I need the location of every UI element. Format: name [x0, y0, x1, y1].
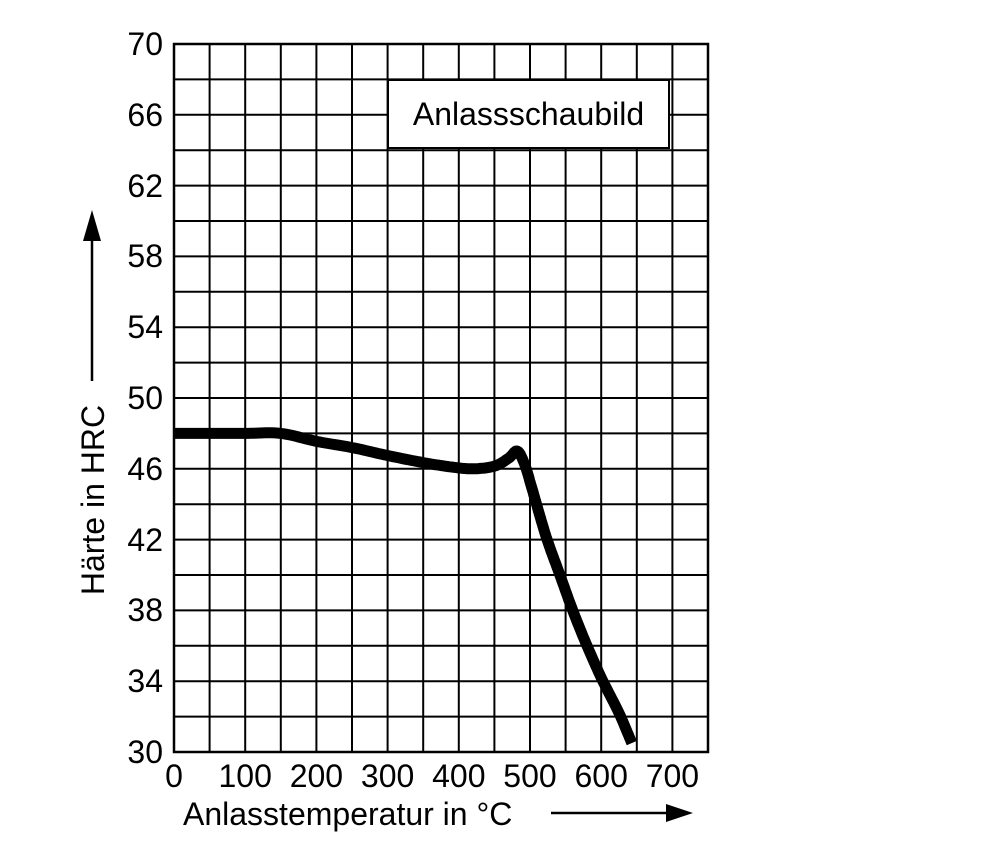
y-tick-label: 70: [127, 26, 163, 62]
plot-border: [172, 42, 710, 754]
y-tick-label: 50: [127, 380, 163, 416]
y-tick-label: 42: [127, 521, 163, 558]
x-tick-label: 700: [645, 758, 700, 794]
x-tick-label: 400: [432, 758, 486, 794]
y-tick-label: 34: [127, 663, 163, 700]
y-axis-label: Härte in HRC: [75, 404, 111, 596]
x-tick-label: 500: [503, 758, 557, 794]
chart-title-box: Anlassschaubild: [387, 79, 670, 149]
x-tick-label: 300: [360, 758, 415, 794]
chart-title: Anlassschaubild: [412, 95, 645, 132]
x-tick-label: 0: [165, 758, 183, 794]
y-tick-label: 38: [127, 592, 163, 629]
up-arrow-icon: [83, 210, 101, 241]
x-axis-label: Anlasstemperatur in °C: [183, 796, 513, 832]
y-tick-label: 58: [127, 238, 163, 275]
x-tick-label: 600: [574, 758, 628, 794]
y-tick-label: 66: [127, 96, 163, 133]
y-tick-label: 62: [127, 167, 163, 204]
x-tick-label: 200: [289, 758, 344, 794]
x-tick-label: 100: [218, 758, 272, 794]
hardness-curve: [170, 427, 637, 748]
y-tick-label: 54: [127, 309, 163, 346]
y-tick-label: 46: [127, 450, 163, 487]
y-tick-label: 30: [127, 734, 163, 770]
right-arrow-icon: [666, 804, 693, 822]
